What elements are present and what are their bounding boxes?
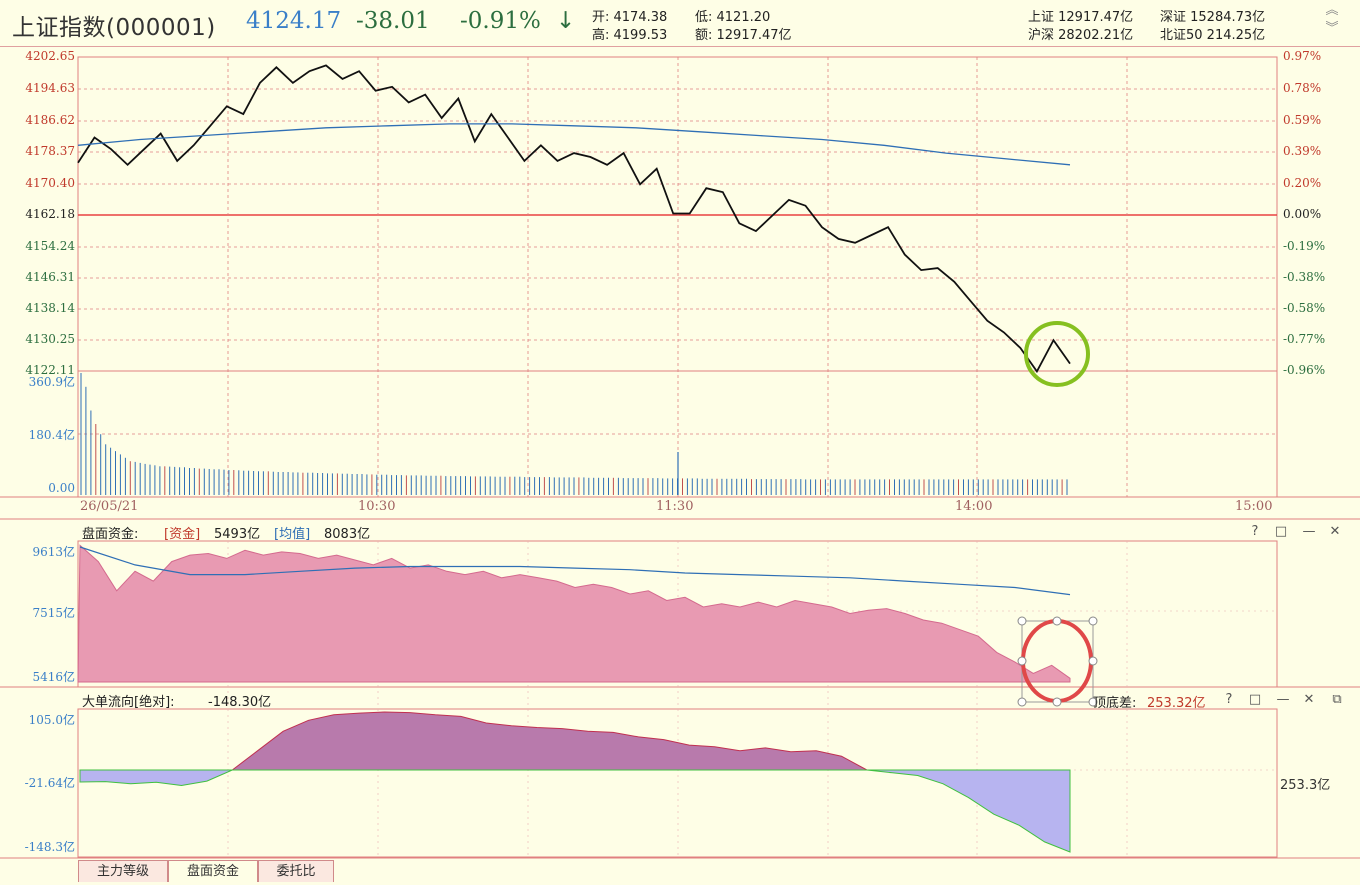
popout-icon[interactable]: ⧉ [1332, 692, 1342, 707]
pct-axis-label: 0.20% [1283, 176, 1322, 190]
chevron-up-icon[interactable]: ︽ [1325, 3, 1339, 18]
price-axis-label: 4154.24 [25, 239, 75, 253]
price-lines [77, 64, 1071, 374]
panel1-axis-label: 5416亿 [32, 670, 75, 684]
volume-axis-label: 180.4亿 [28, 428, 75, 442]
time-label-1030: 10:30 [358, 499, 396, 514]
low-value: 低: 4121.20 [695, 10, 771, 25]
high-value: 高: 4199.53 [592, 28, 668, 43]
pct-axis-label: -0.38% [1283, 270, 1326, 284]
amount-value: 额: 12917.47亿 [695, 28, 792, 43]
maximize-icon[interactable]: □ [1248, 692, 1262, 707]
volume-axis-label: 360.9亿 [28, 375, 75, 389]
market-sh: 上证 12917.47亿 [1028, 10, 1134, 25]
maximize-icon[interactable]: □ [1274, 524, 1288, 539]
minimize-icon[interactable]: — [1276, 692, 1290, 707]
panel2-chart [79, 711, 1071, 853]
tab-order-ratio[interactable]: 委托比 [258, 860, 334, 882]
bigorder-positive-area [80, 711, 1070, 771]
panel2-frame [77, 708, 1278, 858]
market-hs: 沪深 28202.21亿 [1028, 28, 1134, 43]
price-axis-label: 4138.14 [25, 301, 75, 315]
panel2-axis-label: 105.0亿 [28, 713, 75, 727]
panel1-avg-value: 8083亿 [324, 527, 371, 542]
pct-axis-label: -0.96% [1283, 363, 1326, 377]
time-label-1500: 15:00 [1235, 499, 1273, 514]
annotation-red-ellipse[interactable] [1017, 616, 1098, 707]
help-icon[interactable]: ? [1225, 692, 1233, 707]
close-icon[interactable]: ✕ [1329, 524, 1341, 539]
close-icon[interactable]: ✕ [1303, 692, 1315, 707]
fund-area [77, 544, 1071, 683]
open-value: 开: 4174.38 [592, 10, 668, 25]
panel2-axis-label: -21.64亿 [24, 776, 75, 790]
annotation-green-circle [1024, 321, 1090, 387]
price-axis-label: 4170.40 [25, 176, 75, 190]
price-axis-label: 4202.65 [25, 49, 75, 63]
price-axis-label: 4186.62 [25, 113, 75, 127]
pct-axis-label: -0.58% [1283, 301, 1326, 315]
down-arrow-icon: ↓ [556, 8, 576, 34]
fund-avg-line [79, 546, 1071, 596]
price-axis-label: 4146.31 [25, 270, 75, 284]
panel2-peak-value: 253.32亿 [1147, 696, 1206, 711]
index-change: -38.01 [356, 8, 430, 34]
volume-bars [80, 373, 1068, 495]
panel1-fund-value: 5493亿 [214, 527, 261, 542]
market-bz: 北证50 214.25亿 [1160, 28, 1266, 43]
index-change-pct: -0.91% [460, 8, 541, 34]
panel2-right-value: 253.3亿 [1280, 778, 1331, 793]
panel2-label: 大单流向[绝对]: [82, 695, 175, 710]
pct-axis-label: -0.19% [1283, 239, 1326, 253]
price-axis-label: 4122.11 [25, 363, 75, 377]
pct-axis-label: -0.77% [1283, 332, 1326, 346]
index-title: 上证指数(000001) [12, 15, 216, 41]
market-sz: 深证 15284.73亿 [1160, 10, 1266, 25]
panel2-peak-label: 顶底差: [1093, 696, 1137, 711]
panel1-axis-label: 9613亿 [32, 545, 75, 559]
price-axis-label: 4162.18 [25, 207, 75, 221]
panel1-axis-label: 7515亿 [32, 606, 75, 620]
chevron-down-icon[interactable]: ︾ [1325, 21, 1339, 36]
panel2-value: -148.30亿 [208, 695, 272, 710]
minimize-icon[interactable]: — [1302, 524, 1316, 539]
avg-price-line [77, 123, 1071, 166]
price-axis-label: 4130.25 [25, 332, 75, 346]
panel2-axis-label: -148.3亿 [24, 840, 75, 854]
panel1-chart [77, 544, 1071, 683]
panel1-label: 盘面资金: [82, 527, 139, 542]
tab-main-level[interactable]: 主力等级 [78, 860, 168, 882]
price-line [77, 64, 1071, 374]
time-label-1400: 14:00 [955, 499, 993, 514]
price-axis-label: 4178.37 [25, 144, 75, 158]
time-label-1130: 11:30 [656, 499, 694, 514]
pct-axis-label: 0.78% [1283, 81, 1322, 95]
bigorder-negative-area [79, 769, 1071, 853]
pct-axis-label: 0.59% [1283, 113, 1322, 127]
help-icon[interactable]: ? [1251, 524, 1259, 539]
volume-axis-label: 0.00 [48, 481, 75, 495]
panel1-fund-tag: [资金] [164, 527, 201, 542]
index-price: 4124.17 [246, 8, 342, 34]
price-axis-label: 4194.63 [25, 81, 75, 95]
pct-axis-label: 0.00% [1283, 207, 1322, 221]
panel1-avg-tag: [均值] [274, 527, 311, 542]
pct-axis-label: 0.39% [1283, 144, 1322, 158]
time-label-start: 26/05/21 [80, 499, 139, 514]
quote-header: 上证指数(000001) 4124.17 -38.01 -0.91% ↓ 开: … [0, 0, 1360, 47]
pct-axis-label: 0.97% [1283, 49, 1322, 63]
price-grid [0, 56, 1360, 859]
tab-market-fund[interactable]: 盘面资金 [168, 860, 258, 882]
